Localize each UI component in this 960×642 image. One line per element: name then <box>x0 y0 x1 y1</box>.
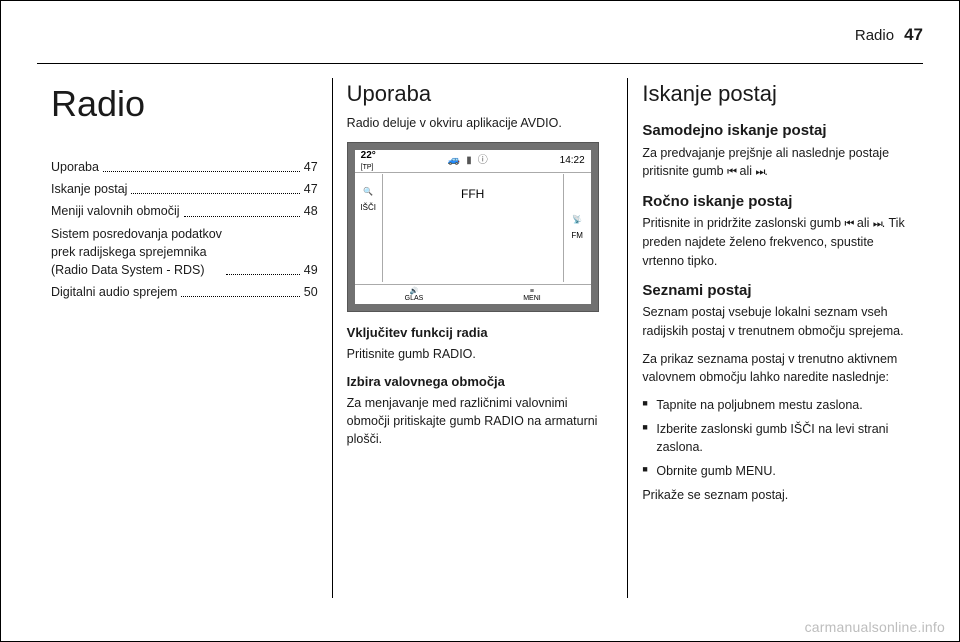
column-2: Uporaba Radio deluje v okviru aplikacije… <box>332 78 628 598</box>
screen-bottom-left-label: GLAS <box>405 295 424 302</box>
toc-page: 47 <box>304 180 318 198</box>
manual-search-body: Pritisnite in pridržite zaslonski gumb ⏮… <box>642 214 909 269</box>
station-lists-head: Seznami postaj <box>642 280 909 302</box>
auto-body-mid: ali <box>736 164 755 178</box>
manual-body-mid: ali <box>853 216 872 230</box>
list-item: Izberite zaslonski gumb IŠČI na levi str… <box>642 420 909 456</box>
screen-rightbar: 📡 FM <box>563 174 591 282</box>
page: Radio 47 Radio Uporaba 47 Iskanje postaj… <box>0 0 960 642</box>
auto-body-post: . <box>764 164 767 178</box>
screen-bottom-right-label: MENI <box>523 295 541 302</box>
toc-label: Digitalni audio sprejem <box>51 283 177 301</box>
station-lists-p2: Za prikaz seznama postaj v trenutno akti… <box>642 350 909 386</box>
toc-dots <box>184 216 300 217</box>
info-icon: ⓘ <box>478 154 488 169</box>
screen-leftbar: 🔍 IŠČI <box>355 174 383 282</box>
volume-icon: 🔊 <box>405 288 424 295</box>
toc-page: 49 <box>304 261 318 279</box>
toc-dots <box>103 171 300 172</box>
screen-top-divider <box>355 172 591 173</box>
page-header: Radio 47 <box>37 25 923 45</box>
subsection-band-head: Izbira valovnega območja <box>347 373 614 392</box>
section-title-iskanje: Iskanje postaj <box>642 78 909 110</box>
toc-dots <box>226 274 300 275</box>
column-3: Iskanje postaj Samodejno iskanje postaj … <box>627 78 923 598</box>
manual-search-head: Ročno iskanje postaj <box>642 191 909 213</box>
menu-icon: ≡ <box>523 288 541 295</box>
car-icon: 🚙 <box>448 154 460 169</box>
screen-temp-block: 22° [TP] <box>361 149 376 174</box>
toc-page: 48 <box>304 202 318 220</box>
screen-center: FFH <box>383 174 563 203</box>
toc-row: Uporaba 47 <box>51 158 318 176</box>
battery-icon: ▮ <box>466 154 472 169</box>
list-item: Obrnite gumb MENU. <box>642 462 909 480</box>
screen-topbar: 22° [TP] 🚙 ▮ ⓘ 14:22 <box>355 150 591 172</box>
antenna-icon: 📡 <box>572 214 582 226</box>
skip-forward-icon: ⏭ <box>873 218 882 230</box>
screen-left-label: IŠČI <box>360 202 376 214</box>
watermark: carmanualsonline.info <box>805 619 945 635</box>
column-1: Radio Uporaba 47 Iskanje postaj 47 Menij… <box>37 78 332 598</box>
radio-screenshot: 22° [TP] 🚙 ▮ ⓘ 14:22 🔍 IŠČI <box>347 142 599 312</box>
intro-text: Radio deluje v okviru aplikacije AVDIO. <box>347 114 614 132</box>
toc-dots <box>131 193 299 194</box>
toc-row: Meniji valovnih območij 48 <box>51 202 318 220</box>
station-lists-bullets: Tapnite na poljubnem mestu zaslona. Izbe… <box>642 396 909 481</box>
screen-status-icons: 🚙 ▮ ⓘ <box>448 154 488 169</box>
toc-row: Sistem posredovanja podatkov prek radijs… <box>51 225 318 279</box>
toc-dots <box>181 296 299 297</box>
screen-temp: 22° <box>361 149 376 164</box>
chapter-title: Radio <box>51 78 318 130</box>
toc-label: Iskanje postaj <box>51 180 127 198</box>
screen-station: FFH <box>383 186 563 203</box>
toc-label: Sistem posredovanja podatkov prek radijs… <box>51 225 222 279</box>
subsection-activate-head: Vključitev funkcij radia <box>347 324 614 343</box>
subsection-activate-body: Pritisnite gumb RADIO. <box>347 345 614 363</box>
header-rule <box>37 63 923 64</box>
screen-clock: 14:22 <box>560 154 585 169</box>
toc-label: Uporaba <box>51 158 99 176</box>
station-lists-p1: Seznam postaj vsebuje lokalni seznam vse… <box>642 303 909 339</box>
station-lists-closing: Prikaže se seznam postaj. <box>642 486 909 504</box>
screen-band: FM <box>571 230 583 242</box>
manual-body-pre: Pritisnite in pridržite zaslonski gumb <box>642 216 844 230</box>
header-chapter: Radio <box>855 27 894 44</box>
header-page-number: 47 <box>904 25 923 45</box>
subsection-band-body: Za menjavanje med različnimi valovnimi o… <box>347 394 614 448</box>
toc-row: Digitalni audio sprejem 50 <box>51 283 318 301</box>
radio-screen: 22° [TP] 🚙 ▮ ⓘ 14:22 🔍 IŠČI <box>355 150 591 304</box>
auto-search-head: Samodejno iskanje postaj <box>642 120 909 142</box>
toc-row: Iskanje postaj 47 <box>51 180 318 198</box>
screen-bottom-right: ≡ MENI <box>523 288 541 302</box>
screen-bottombar: 🔊 GLAS ≡ MENI <box>355 284 591 304</box>
columns: Radio Uporaba 47 Iskanje postaj 47 Menij… <box>37 78 923 598</box>
screen-bottom-left: 🔊 GLAS <box>405 288 424 302</box>
toc-page: 47 <box>304 158 318 176</box>
search-icon: 🔍 <box>363 186 373 198</box>
toc-page: 50 <box>304 283 318 301</box>
skip-back-icon: ⏮ <box>727 166 736 178</box>
list-item: Tapnite na poljubnem mestu zaslona. <box>642 396 909 414</box>
toc-label: Meniji valovnih območij <box>51 202 180 220</box>
auto-search-body: Za predvajanje prejšnje ali naslednje po… <box>642 144 909 181</box>
section-title-uporaba: Uporaba <box>347 78 614 110</box>
